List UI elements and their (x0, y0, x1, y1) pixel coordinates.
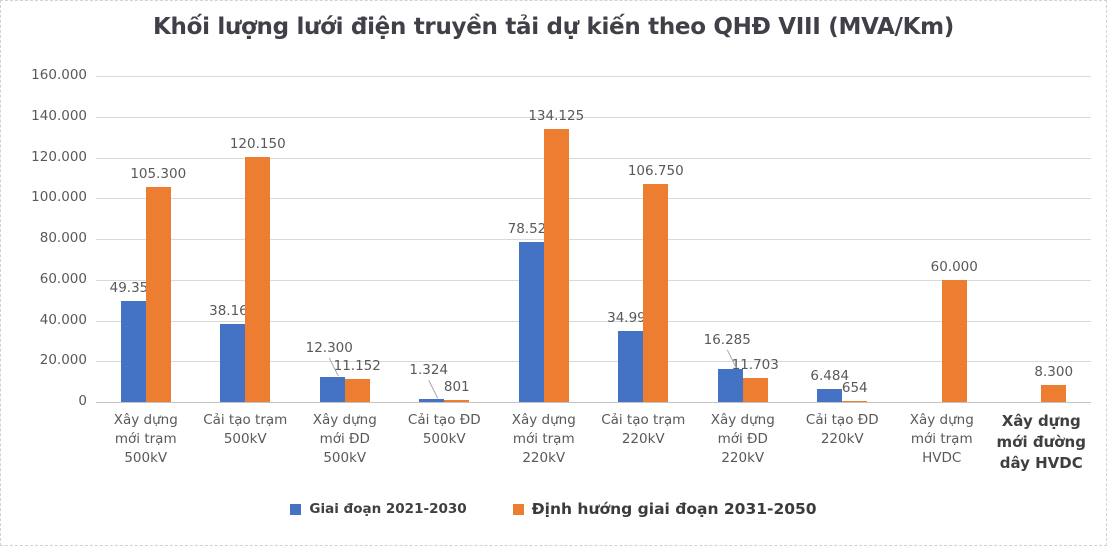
data-label: 801 (443, 379, 470, 396)
y-axis-tick-label: 60.000 (39, 270, 87, 287)
data-label: 8.300 (1034, 364, 1074, 381)
gridline (96, 361, 1091, 363)
gridline (96, 320, 1091, 322)
x-axis-category-label: Xây dựng mới trạm 500kV (113, 412, 178, 466)
legend-label: Định hướng giai đoạn 2031-2050 (531, 500, 817, 518)
y-axis-tick-label: 100.000 (31, 189, 87, 206)
y-axis-tick-label: 20.000 (39, 352, 87, 369)
data-label: 34.997 (607, 309, 655, 326)
bar-dinh-huong-2031-2050 (643, 184, 669, 402)
y-axis-tick-label: 0 (78, 393, 87, 409)
bar-dinh-huong-2031-2050 (344, 379, 370, 402)
data-label: 49.350 (109, 280, 157, 297)
y-axis-tick-label: 40.000 (39, 311, 87, 328)
x-axis-category-label: Cải tạo ĐD 220kV (805, 412, 879, 447)
x-axis-category-label: Cải tạo trạm 500kV (203, 412, 288, 447)
data-label: 106.750 (627, 163, 684, 180)
gridline (96, 116, 1091, 118)
data-label: 654 (841, 379, 868, 396)
bar-giai-doan-2021-2030 (618, 330, 644, 402)
x-axis-category-label: Xây dựng mới đường dây HVDC (996, 412, 1086, 472)
data-label: 6.484 (810, 367, 850, 384)
legend-item: Định hướng giai đoạn 2031-2050 (512, 500, 817, 518)
bar-giai-doan-2021-2030 (419, 399, 445, 402)
bar-giai-doan-2021-2030 (717, 368, 743, 402)
bar-dinh-huong-2031-2050 (245, 157, 271, 402)
data-label: 12.300 (305, 339, 353, 356)
bar-giai-doan-2021-2030 (319, 376, 345, 402)
gridline (96, 279, 1091, 281)
bar-dinh-huong-2031-2050 (742, 378, 768, 402)
legend-label: Giai đoạn 2021-2030 (309, 501, 467, 517)
gridline (96, 402, 1091, 403)
data-label: 60.000 (930, 258, 978, 275)
x-axis-category-label: Xây dựng mới ĐD 500kV (312, 412, 377, 466)
data-label: 120.150 (229, 136, 286, 153)
bar-dinh-huong-2031-2050 (444, 400, 470, 402)
x-axis-category-label: Cải tạo ĐD 500kV (407, 412, 481, 447)
bar-giai-doan-2021-2030 (518, 242, 544, 402)
y-axis-tick-label: 160.000 (31, 67, 87, 83)
data-label: 134.125 (528, 107, 585, 124)
gridline (96, 157, 1091, 159)
bar-dinh-huong-2031-2050 (543, 128, 569, 402)
legend-swatch-icon (512, 503, 524, 515)
data-label: 16.285 (703, 331, 751, 348)
x-axis-category-label: Xây dựng mới ĐD 220kV (710, 412, 775, 466)
gridline (96, 76, 1091, 77)
bar-dinh-huong-2031-2050 (1041, 385, 1067, 402)
bar-giai-doan-2021-2030 (220, 324, 246, 402)
bar-dinh-huong-2031-2050 (842, 400, 868, 402)
legend-swatch-icon (290, 503, 302, 515)
data-label: 78.525 (507, 221, 555, 237)
data-label: 1.324 (409, 362, 449, 379)
gridline (96, 239, 1091, 240)
legend-item: Giai đoạn 2021-2030 (290, 501, 467, 517)
chart-title: Khối lượng lưới điện truyền tải dự kiến … (152, 14, 955, 40)
data-label: 11.703 (731, 357, 779, 374)
x-axis-category-label: Xây dựng mới trạm 220kV (511, 412, 576, 466)
bar-dinh-huong-2031-2050 (145, 187, 171, 402)
y-axis-tick-label: 120.000 (31, 148, 87, 165)
y-axis-tick-label: 140.000 (31, 107, 87, 124)
bar-giai-doan-2021-2030 (817, 388, 843, 402)
data-label: 105.300 (130, 166, 187, 183)
bar-giai-doan-2021-2030 (120, 301, 146, 402)
legend: Giai đoạn 2021-2030 Định hướng giai đoạn … (1, 500, 1106, 518)
data-label: 38.168 (209, 303, 257, 320)
x-axis-category-label: Cải tạo trạm 220kV (601, 412, 686, 447)
bar-dinh-huong-2031-2050 (941, 279, 967, 402)
gridline (96, 198, 1091, 200)
y-axis-tick-label: 80.000 (39, 230, 87, 246)
x-axis-category-label: Xây dựng mới trạm HVDC (909, 412, 974, 466)
data-label: 11.152 (333, 358, 381, 375)
